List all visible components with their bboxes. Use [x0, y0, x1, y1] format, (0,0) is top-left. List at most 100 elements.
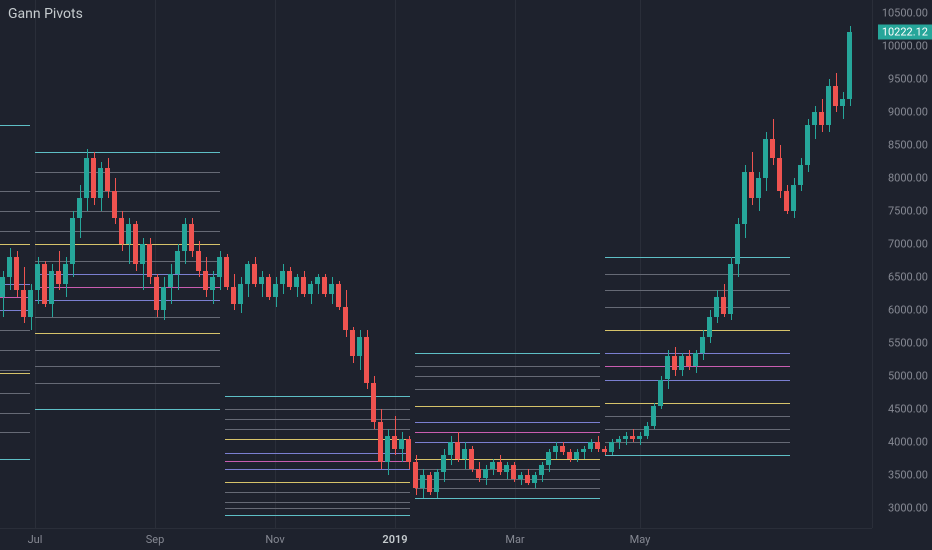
pivot-line [225, 469, 410, 470]
y-tick: 5500.00 [888, 337, 928, 350]
candle-body [329, 284, 334, 294]
candle-body [385, 436, 390, 462]
candle-body [637, 436, 642, 439]
pivot-line [415, 488, 600, 489]
pivot-line [415, 389, 600, 390]
candle-body [497, 462, 502, 472]
x-axis: JulSepNov2019MarMay [0, 528, 872, 550]
pivot-line [35, 261, 220, 262]
candle-body [119, 218, 124, 244]
candle-body [105, 168, 110, 191]
pivot-line [0, 350, 30, 351]
candle-body [651, 406, 656, 426]
pivot-line [225, 482, 410, 483]
pivot-line [0, 413, 30, 414]
plot-area[interactable] [0, 0, 872, 528]
pivot-line [225, 409, 410, 410]
pivot-line [605, 442, 790, 443]
candle-body [462, 449, 467, 459]
candle-body [658, 380, 663, 406]
candle-body [273, 284, 278, 297]
candle-body [49, 271, 54, 304]
x-tick: 2019 [382, 533, 407, 546]
candle-body [609, 442, 614, 452]
candle-wick [626, 432, 627, 445]
candle-body [756, 178, 761, 198]
candle-body [175, 251, 180, 274]
candle-body [245, 264, 250, 284]
candle-body [455, 442, 460, 459]
candle-body [567, 452, 572, 459]
candle-body [287, 271, 292, 288]
pivot-line [605, 290, 790, 291]
pivot-line [35, 366, 220, 367]
candle-body [826, 86, 831, 126]
y-tick: 5000.00 [888, 370, 928, 383]
y-tick: 7000.00 [888, 238, 928, 251]
y-tick: 8500.00 [888, 139, 928, 152]
y-tick: 3500.00 [888, 469, 928, 482]
candle-body [406, 439, 411, 462]
candle-body [56, 271, 61, 284]
pivot-line [415, 432, 600, 433]
candle-body [777, 158, 782, 191]
candle-body [665, 356, 670, 379]
candle-body [70, 218, 75, 264]
pivot-line [0, 125, 30, 126]
pivot-line [415, 376, 600, 377]
x-tick: Mar [505, 533, 524, 546]
candle-body [42, 264, 47, 304]
x-tick: May [630, 533, 651, 546]
y-tick: 6000.00 [888, 304, 928, 317]
candle-body [259, 277, 264, 284]
y-tick: 4000.00 [888, 436, 928, 449]
candle-body [763, 139, 768, 179]
pivot-line [35, 211, 220, 212]
pivot-line [605, 307, 790, 308]
candle-body [518, 475, 523, 479]
candle-body [294, 277, 299, 287]
candle-body [392, 436, 397, 449]
candle-body [770, 139, 775, 159]
candle-body [686, 356, 691, 366]
candle-body [98, 168, 103, 198]
y-tick: 10500.00 [882, 7, 928, 20]
y-tick: 9000.00 [888, 106, 928, 119]
pivot-line [35, 383, 220, 384]
candle-body [217, 257, 222, 277]
candle-body [560, 446, 565, 453]
pivot-line [0, 191, 30, 192]
candle-body [112, 191, 117, 217]
candle-body [490, 462, 495, 469]
candle-body [427, 475, 432, 492]
candle-body [91, 158, 96, 198]
chart-title: Gann Pivots [8, 6, 83, 22]
pivot-line [415, 406, 600, 407]
candle-body [623, 436, 628, 439]
candle-body [749, 172, 754, 198]
candle-body [413, 462, 418, 488]
candle-body [504, 465, 509, 472]
candle-body [126, 224, 131, 244]
candle-body [532, 475, 537, 483]
pivot-line [605, 416, 790, 417]
candle-body [525, 475, 530, 483]
candle-body [133, 224, 138, 264]
candle-body [644, 426, 649, 436]
pivot-line [0, 231, 30, 232]
candle-body [7, 257, 12, 277]
y-tick: 10000.00 [882, 40, 928, 53]
y-tick: 7500.00 [888, 205, 928, 218]
candle-body [350, 330, 355, 356]
candle-body [378, 422, 383, 462]
candle-body [714, 297, 719, 317]
pivot-line [415, 366, 600, 367]
pivot-line [605, 455, 790, 456]
candle-body [371, 383, 376, 423]
pivot-line [35, 152, 220, 153]
pivot-line [605, 274, 790, 275]
candle-body [238, 284, 243, 304]
candle-body [840, 99, 845, 106]
candle-body [420, 475, 425, 488]
pivot-group [605, 0, 790, 528]
